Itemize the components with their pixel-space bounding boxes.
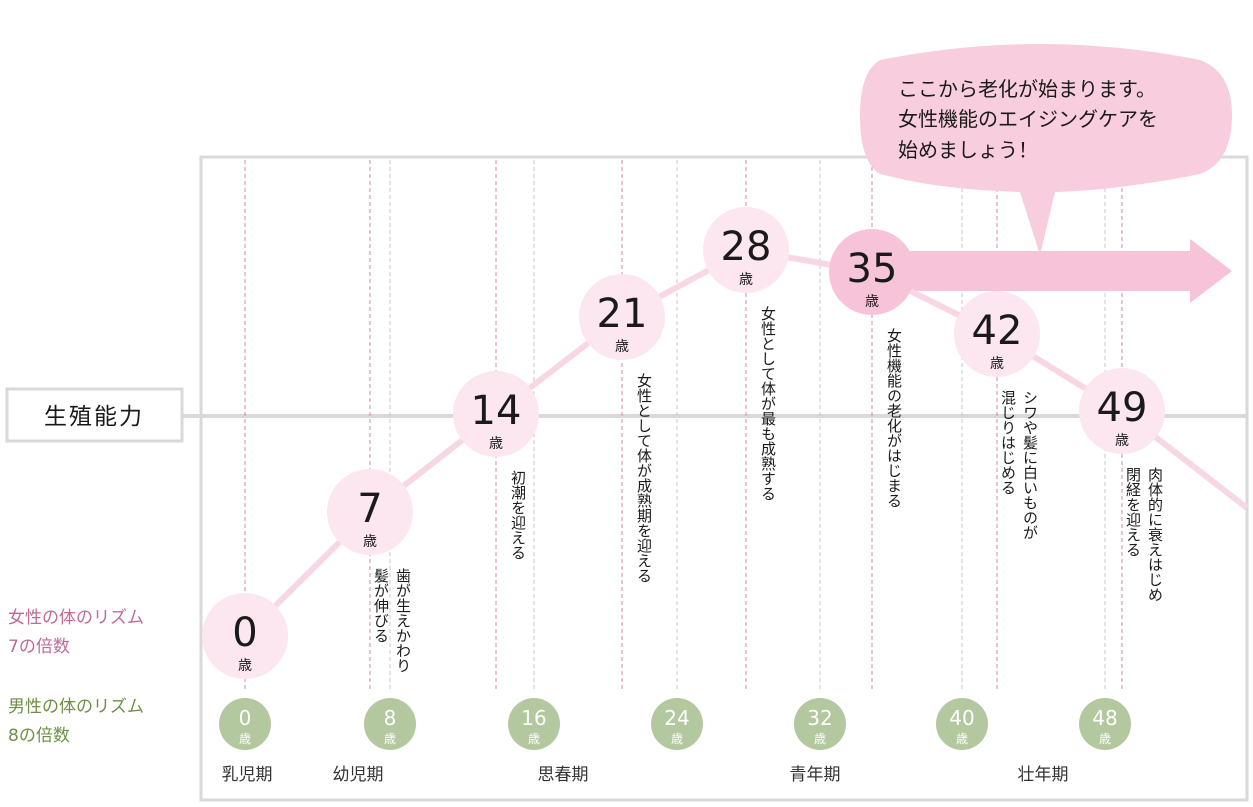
- male-age-number: 48: [1092, 706, 1117, 730]
- female-age-unit: 歳: [489, 436, 503, 452]
- female-age-35: 35 歳: [829, 229, 915, 315]
- female-age-circle: [954, 291, 1040, 377]
- male-age-48: 48 歳: [1079, 698, 1131, 750]
- male-age-24: 24 歳: [651, 698, 703, 750]
- bubble-line3: 始めましょう！: [898, 138, 1038, 162]
- speech-bubble: ここから老化が始まります。 女性機能のエイジングケアを 始めましょう！: [860, 44, 1232, 255]
- male-age-circle: [219, 698, 271, 750]
- male-age-circle: [651, 698, 703, 750]
- male-age-unit: 歳: [671, 732, 683, 746]
- female-age-unit: 歳: [1115, 433, 1129, 449]
- female-age-number: 14: [471, 388, 522, 434]
- female-caption-line: 女性として体が成熟期を迎える: [635, 372, 653, 583]
- bubble-shape: [860, 44, 1232, 255]
- male-age-unit: 歳: [1099, 732, 1111, 746]
- female-age-circle: [829, 229, 915, 315]
- legend-male-line1: 男性の体のリズム: [8, 697, 144, 717]
- male-age-number: 16: [521, 706, 546, 730]
- male-age-number: 8: [384, 706, 397, 730]
- female-age-42: 42 歳: [954, 291, 1040, 377]
- female-age-7: 7歳: [327, 469, 413, 555]
- male-age-unit: 歳: [528, 732, 540, 746]
- female-age-circle: [202, 593, 288, 679]
- female-age-unit: 歳: [615, 339, 629, 355]
- female-age-circle: [453, 371, 539, 457]
- female-age-number: 28: [721, 224, 772, 270]
- female-caption-line: 初潮を迎える: [509, 470, 527, 560]
- female-age-number: 21: [597, 291, 648, 337]
- male-age-unit: 歳: [956, 732, 968, 746]
- female-age-unit: 歳: [238, 658, 252, 674]
- male-age-circle: [508, 698, 560, 750]
- stage-label: 思春期: [538, 765, 589, 785]
- male-age-unit: 歳: [384, 732, 396, 746]
- female-age-circle: [703, 207, 789, 293]
- male-age-40: 40 歳: [936, 698, 988, 750]
- stage-label: 幼児期: [333, 765, 384, 785]
- male-age-16: 16 歳: [508, 698, 560, 750]
- aging-arrow: [870, 239, 1232, 303]
- male-age-number: 40: [949, 706, 974, 730]
- male-age-circle: [936, 698, 988, 750]
- legend: 女性の体のリズム 7の倍数 男性の体のリズム 8の倍数: [8, 608, 144, 746]
- female-caption-line: 歯が生えかわり: [394, 568, 412, 673]
- life-stages: 乳児期 幼児期 思春期 青年期 壮年期: [222, 765, 1069, 785]
- female-age-number: 49: [1097, 385, 1148, 431]
- female-age-number: 7: [357, 486, 382, 532]
- stage-label: 乳児期: [222, 765, 273, 785]
- stage-label: 青年期: [790, 765, 841, 785]
- male-age-32: 32 歳: [794, 698, 846, 750]
- female-age-unit: 歳: [990, 356, 1004, 372]
- male-age-circle: [364, 698, 416, 750]
- bubble-line1: ここから老化が始まります。: [898, 77, 1156, 101]
- male-age-number: 0: [239, 706, 252, 730]
- female-age-circle: [579, 274, 665, 360]
- female-caption-line: シワや髪に白いものが: [1021, 390, 1039, 540]
- female-caption-line: 髪が伸びる: [372, 568, 390, 643]
- female-age-28: 28 歳: [703, 207, 789, 293]
- legend-female-line2: 7の倍数: [8, 637, 70, 657]
- female-age-0: 0歳: [202, 593, 288, 679]
- male-age-0: 0歳: [219, 698, 271, 750]
- bubble-line2: 女性機能のエイジングケアを: [898, 107, 1158, 131]
- legend-male-line2: 8の倍数: [8, 726, 70, 746]
- female-caption-line: 女性として体が最も成熟する: [759, 305, 777, 501]
- male-age-unit: 歳: [814, 732, 826, 746]
- male-age-unit: 歳: [239, 732, 251, 746]
- female-age-21: 21 歳: [579, 274, 665, 360]
- stage-label: 壮年期: [1018, 765, 1069, 785]
- female-caption-line: 女性機能の老化がはじまる: [885, 327, 903, 508]
- chart-frame: [199, 155, 1249, 802]
- male-age-number: 24: [664, 706, 689, 730]
- female-caption-line: 肉体的に衰えはじめ: [1146, 467, 1164, 602]
- male-age-number: 32: [807, 706, 832, 730]
- male-age-circle: [1079, 698, 1131, 750]
- legend-female-line1: 女性の体のリズム: [8, 608, 144, 628]
- male-age-8: 8歳: [364, 698, 416, 750]
- female-age-circle: [327, 469, 413, 555]
- female-age-number: 42: [972, 308, 1023, 354]
- female-age-number: 0: [232, 610, 257, 656]
- female-age-circle: [1079, 368, 1165, 454]
- fertility-label-box: 生殖能力: [5, 387, 184, 443]
- female-age-unit: 歳: [739, 272, 753, 288]
- female-age-unit: 歳: [363, 534, 377, 550]
- guide-lines: [244, 160, 1123, 690]
- female-caption-line: 混じりはじめる: [999, 390, 1017, 495]
- male-age-circle: [794, 698, 846, 750]
- female-age-49: 49 歳: [1079, 368, 1165, 454]
- female-age-14: 14 歳: [453, 371, 539, 457]
- female-age-unit: 歳: [865, 294, 879, 310]
- female-age-number: 35: [847, 246, 898, 292]
- fertility-label: 生殖能力: [44, 404, 144, 430]
- female-caption-line: 閉経を迎える: [1124, 467, 1142, 557]
